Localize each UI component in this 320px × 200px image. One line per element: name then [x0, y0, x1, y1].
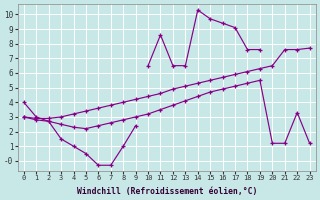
X-axis label: Windchill (Refroidissement éolien,°C): Windchill (Refroidissement éolien,°C) — [76, 187, 257, 196]
